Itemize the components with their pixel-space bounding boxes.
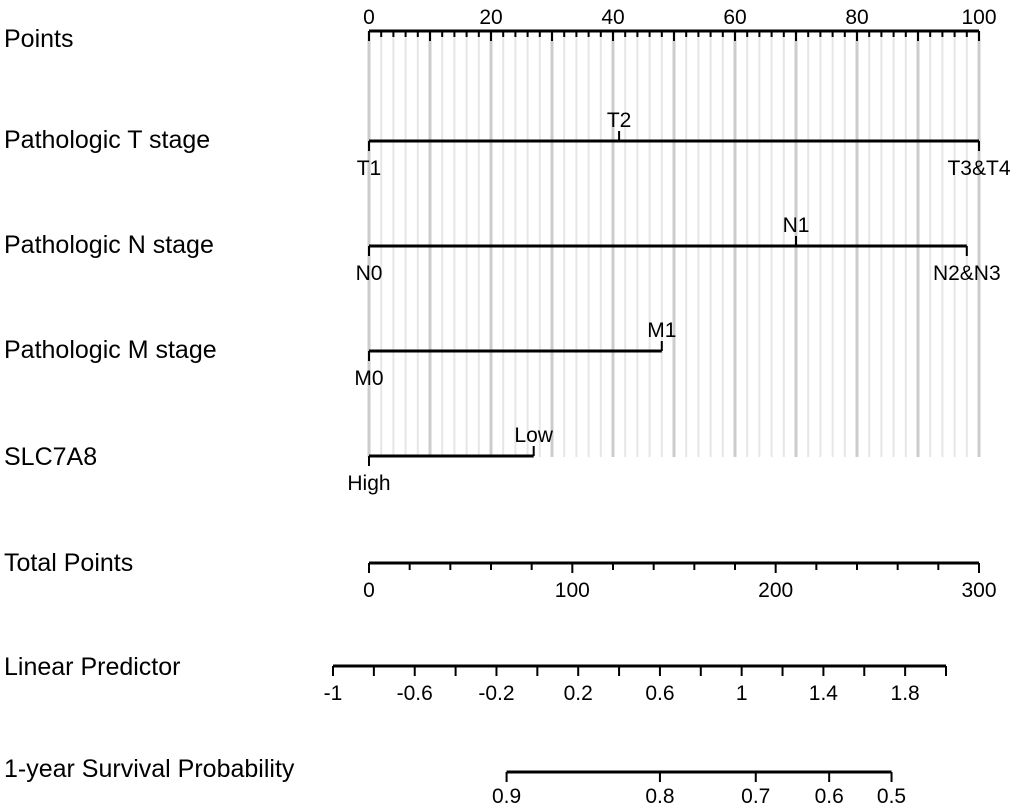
survival-tick-label: 0.7 [741, 785, 770, 808]
total-points-label: Total Points [4, 549, 133, 577]
total-points-tick-label: 300 [961, 579, 996, 602]
variable-level-label: N1 [783, 214, 810, 237]
points-axis-tick-label: 100 [961, 6, 996, 29]
nomogram-scales: 0 20 40 60 80 100 T1 T2 T3&T4 N0 N1 N2&N3 M0 M1 High Lo… [324, 6, 1011, 808]
variable-level-label: N0 [356, 262, 383, 285]
survival-tick-label: 0.6 [815, 785, 844, 808]
points-axis-tick-label: 80 [845, 6, 868, 29]
variable-level-label: T2 [607, 109, 632, 132]
total-points-tick-label: 200 [758, 579, 793, 602]
variable-level-label: Low [514, 424, 553, 447]
points-axis-label: Points [4, 25, 73, 53]
survival-probability-label: 1-year Survival Probability [4, 755, 295, 783]
linear-predictor-tick-label: -1 [324, 682, 343, 705]
total-points-tick-label: 100 [555, 579, 590, 602]
linear-predictor-tick-label: 0.2 [564, 682, 593, 705]
linear-predictor-tick-label: 1 [736, 682, 748, 705]
t-stage-label: Pathologic T stage [4, 126, 210, 154]
variable-level-label: N2&N3 [933, 262, 1001, 285]
linear-predictor-tick-label: 1.8 [891, 682, 920, 705]
linear-predictor-tick-label: 0.6 [645, 682, 674, 705]
survival-tick-label: 0.5 [877, 785, 906, 808]
points-axis-tick-label: 0 [363, 6, 375, 29]
variable-level-label: T3&T4 [947, 157, 1010, 180]
variable-level-label: T1 [357, 157, 382, 180]
points-gridlines [367, 31, 981, 457]
points-axis-tick-label: 40 [601, 6, 624, 29]
survival-tick-label: 0.8 [645, 785, 674, 808]
total-points-tick-label: 0 [363, 579, 375, 602]
variable-level-label: M1 [647, 319, 676, 342]
points-axis-tick-label: 60 [723, 6, 746, 29]
linear-predictor-tick-label: -0.2 [478, 682, 514, 705]
points-axis-tick-label: 20 [479, 6, 502, 29]
linear-predictor-label: Linear Predictor [4, 653, 180, 681]
slc7a8-label: SLC7A8 [4, 443, 97, 471]
variable-level-label: M0 [354, 367, 383, 390]
m-stage-label: Pathologic M stage [4, 336, 217, 364]
n-stage-label: Pathologic N stage [4, 231, 214, 259]
linear-predictor-tick-label: 1.4 [809, 682, 839, 705]
survival-tick-label: 0.9 [492, 785, 521, 808]
linear-predictor-tick-label: -0.6 [397, 682, 433, 705]
variable-level-label: High [347, 472, 390, 495]
